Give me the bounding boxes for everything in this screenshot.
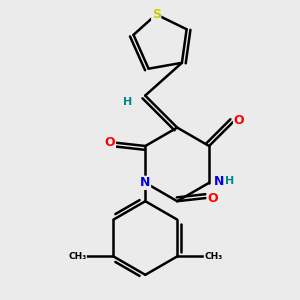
Text: H: H (123, 97, 132, 107)
Text: H: H (225, 176, 235, 186)
Text: N: N (140, 176, 151, 189)
Text: CH₃: CH₃ (204, 252, 223, 261)
Text: O: O (233, 114, 244, 127)
Text: O: O (207, 191, 218, 205)
Text: S: S (152, 8, 161, 21)
Text: CH₃: CH₃ (68, 252, 86, 261)
Text: O: O (105, 136, 116, 149)
Text: N: N (214, 175, 224, 188)
